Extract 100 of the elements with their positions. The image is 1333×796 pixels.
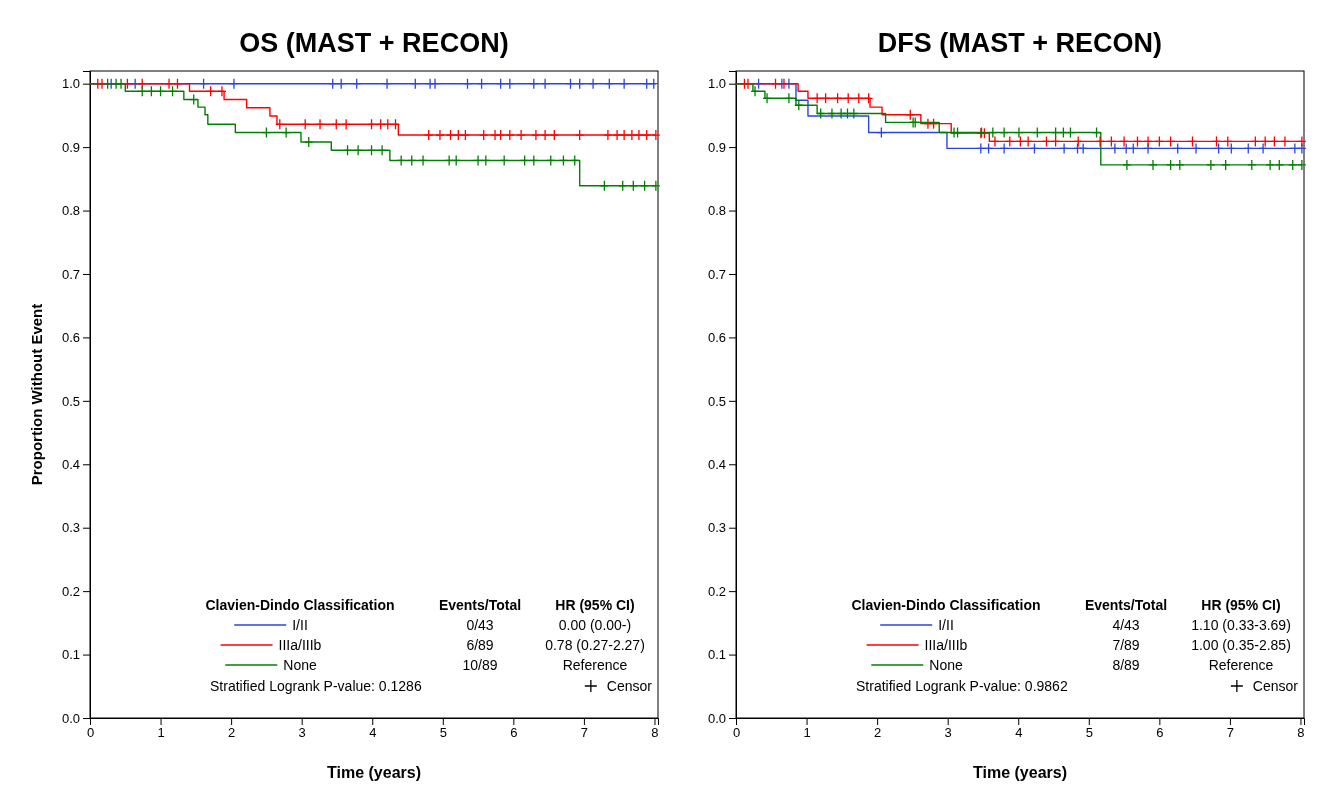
point [999,142,1009,155]
y-tick-label: 0.8 [61,203,80,219]
point [990,135,1000,148]
annotation: Reference [562,657,628,673]
point [453,129,463,141]
x-tick-label: 4 [1015,725,1023,741]
point [304,136,314,148]
annotation: 6/89 [466,637,494,653]
x-axis-title: Time (years) [973,764,1067,781]
y-tick-label: 0.3 [707,520,726,536]
point [505,129,515,141]
y-tick-label: 0.2 [707,583,726,599]
x-tick-label: 3 [944,725,952,741]
x-tick-label: 0 [86,725,95,741]
point [460,129,471,141]
point [1175,159,1185,171]
point [1280,135,1290,148]
annotation: Stratified Logrank P-value: 0.1286 [210,678,422,694]
point [382,78,392,90]
point [575,129,585,141]
x-tick-label: 2 [874,725,882,741]
x-tick-label: 1 [157,725,165,741]
annotation: 10/89 [462,657,498,673]
point [1148,159,1158,171]
point [516,129,526,141]
point [642,129,652,141]
point [1258,142,1268,155]
x-tick-label: 8 [651,725,659,741]
legend-label: IIIa/IIIb [924,637,968,653]
y-tick-label: 0.0 [707,710,726,726]
point [836,107,846,120]
annotation: Censor [606,678,653,694]
point [750,85,760,97]
point [1247,159,1257,171]
annotation: HR (95% CI) [555,597,635,613]
y-tick-label: 0.9 [61,139,80,155]
point [627,129,637,141]
annotation: 0.78 (0.27-2.27) [545,637,645,653]
point [619,129,629,141]
legend-title: Clavien-Dindo Classification [205,597,395,613]
x-tick-label: 2 [228,725,236,741]
point [1119,135,1129,148]
legend-title: Clavien-Dindo Classification [851,597,1041,613]
point [1206,159,1216,171]
point [540,78,550,90]
annotation: Stratified Logrank P-value: 0.9862 [856,678,1068,694]
point [97,78,107,90]
point [762,92,772,104]
point [651,180,661,192]
point [1297,159,1307,171]
point [1191,142,1201,155]
annotation: Events/Total [438,597,522,613]
annotation: 7/89 [1112,637,1140,653]
legend-label: None [283,657,317,673]
annotation: 8/89 [1112,657,1140,673]
point [1297,135,1307,148]
y-tick-label: 0.7 [61,266,80,282]
point [612,129,622,141]
point [315,118,325,130]
point [435,129,445,141]
point [164,78,174,90]
point [603,129,613,141]
point [353,144,363,156]
point [116,78,126,90]
point [531,129,541,141]
point [1165,159,1176,171]
x-tick-label: 5 [1085,725,1093,741]
point [619,78,629,90]
x-tick-label: 3 [298,725,306,741]
annotation: 0/43 [466,617,494,633]
x-tick-label: 6 [510,725,518,741]
point [923,118,933,130]
x-axis-title: Time (years) [327,764,421,781]
point [479,129,489,141]
y-tick-label: 0.1 [707,647,726,663]
annotation: Reference [1208,657,1274,673]
point [827,107,837,120]
point [445,129,456,141]
y-tick-label: 1.0 [61,76,80,92]
legend-label: I/II [938,617,954,633]
x-tick-label: 4 [369,725,377,741]
y-tick-label: 0.0 [61,710,80,726]
point [217,85,227,97]
x-tick-label: 0 [732,725,741,741]
legend-label: I/II [292,617,308,633]
point [1014,126,1024,139]
x-tick-label: 6 [1156,725,1164,741]
point [651,129,661,141]
point [473,154,483,167]
point [341,118,351,130]
point [444,154,454,167]
chart-title: OS (MAST + RECON) [239,28,509,58]
point [377,144,387,156]
legend-label: None [929,657,963,673]
y-tick-label: 0.6 [707,330,726,346]
x-tick-label: 8 [1297,725,1305,741]
point [424,129,434,141]
x-tick-label: 7 [580,725,589,741]
y-tick-label: 0.9 [707,139,726,155]
y-axis-title: Proportion Without Event [28,303,45,486]
